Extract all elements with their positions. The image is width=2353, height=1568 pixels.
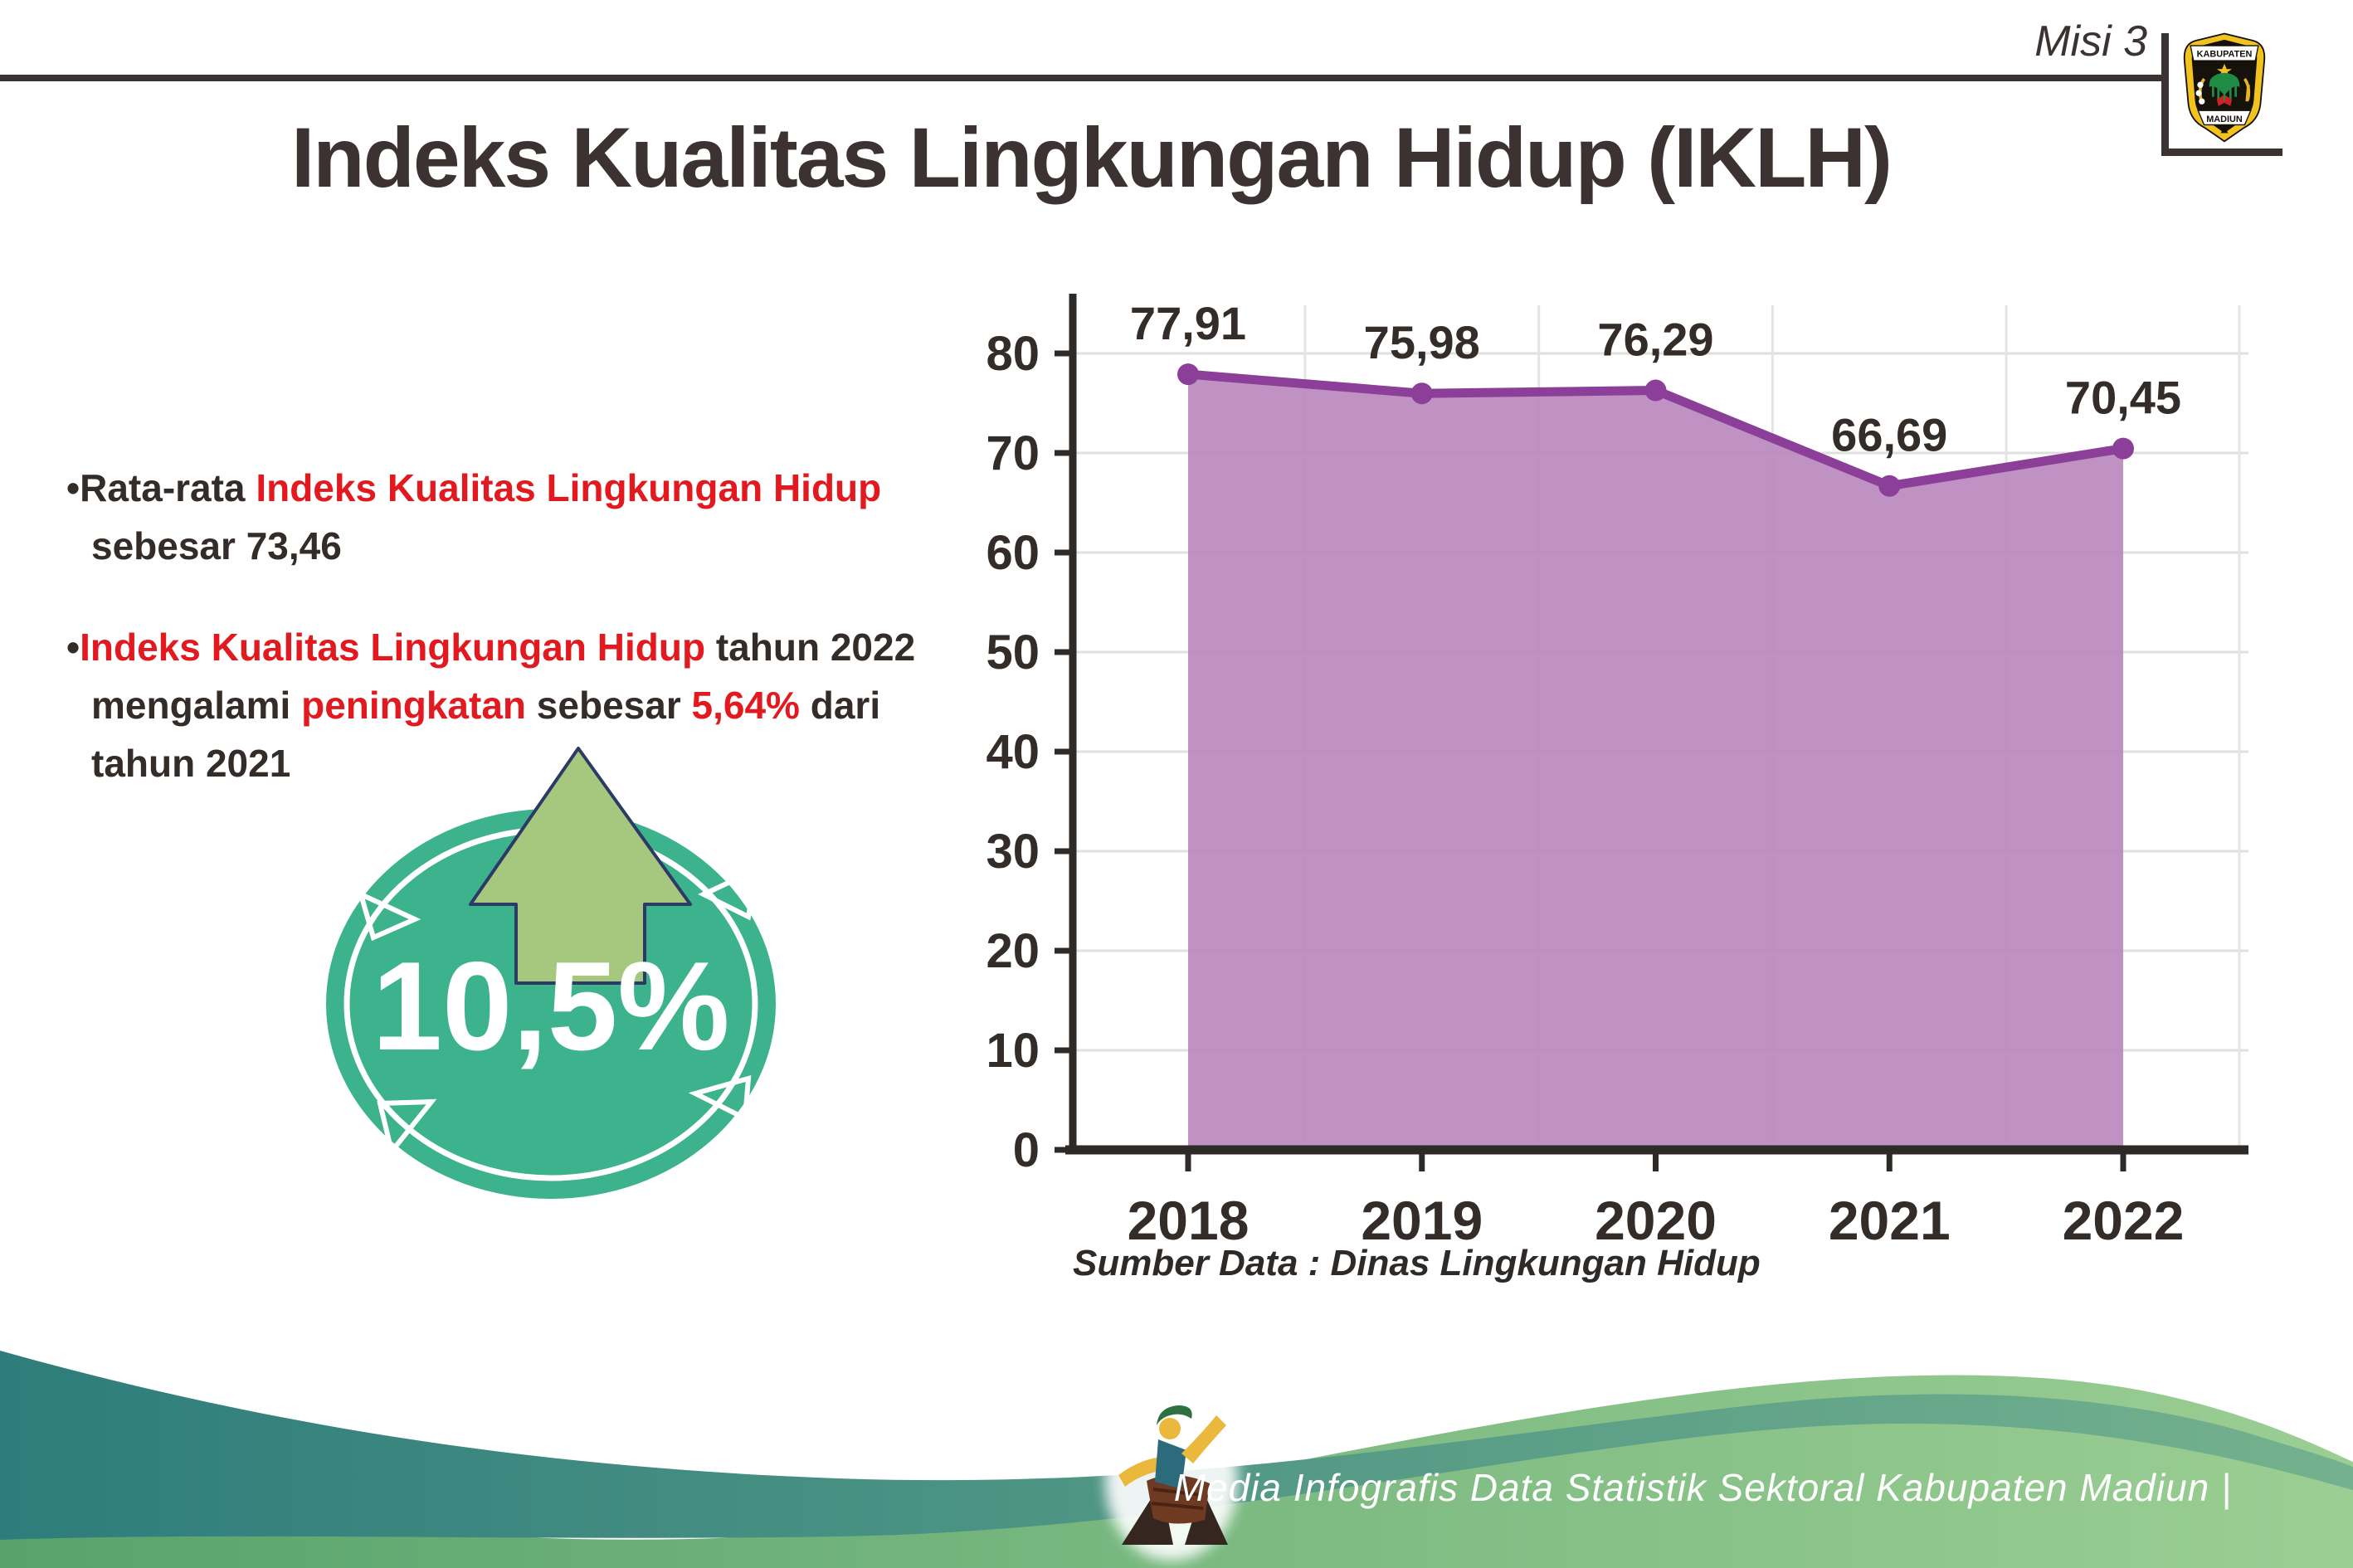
logo-trident-icon [2220, 127, 2229, 134]
mascot-arm-right [1181, 1415, 1226, 1463]
logo-frame-horizontal [2161, 149, 2282, 156]
iklh-area-chart: 77,91 75,98 76,29 66,69 70,45 0 10 20 30 40 50 60 70… [986, 294, 2248, 1251]
mascot-head [1159, 1418, 1181, 1439]
logo-frame-vertical [2161, 33, 2169, 156]
y-tick-label: 50 [986, 626, 1040, 679]
data-point [2112, 437, 2134, 460]
text-run: sebesar 73,46 [91, 524, 342, 567]
text-run: Indeks Kualitas Lingkungan Hidup [80, 626, 706, 669]
data-point [1644, 379, 1667, 402]
y-tick-label: 30 [986, 825, 1040, 879]
x-tick-label: 2019 [1361, 1190, 1483, 1251]
bullet-average-iklh: •Rata-rata Indeks Kualitas Lingkungan Hi… [66, 466, 882, 567]
x-tick-label: 2022 [2063, 1190, 2185, 1251]
data-point [1177, 363, 1199, 386]
logo-ribbon-right [2224, 95, 2233, 106]
logo-ribbon-left [2216, 95, 2224, 106]
logo-cotton-icon [2195, 90, 2202, 96]
text-run: peningkatan [301, 684, 527, 727]
mascot-hat [1157, 1405, 1192, 1425]
badge-sparkle-icon [698, 864, 760, 921]
area-fill [1188, 374, 2123, 1150]
logo-tree-roots [2212, 81, 2237, 104]
x-tick-label: 2018 [1128, 1190, 1250, 1251]
mascot-leg [1185, 1489, 1228, 1545]
mascot-figure [1105, 1401, 1238, 1561]
footer-credit: Media Infografis Data Statistik Sektoral… [1173, 1466, 2232, 1509]
logo-cotton-icon [2197, 81, 2204, 88]
mascot-skirt-pattern [1151, 1488, 1204, 1510]
data-label: 66,69 [1831, 409, 1947, 461]
teal-wave [0, 1351, 2353, 1540]
data-label: 70,45 [2065, 372, 2181, 424]
data-point [1410, 382, 1433, 405]
data-label: 75,98 [1364, 316, 1480, 368]
y-tick-label: 20 [986, 924, 1040, 978]
data-label: 76,29 [1597, 314, 1713, 366]
logo-rice-icon [2245, 85, 2250, 102]
badge-circle [326, 809, 776, 1199]
bullet-increase-2022: •Indeks Kualitas Lingkungan Hidup tahun … [66, 626, 916, 785]
text-run: sebesar [526, 684, 692, 727]
y-tick-label: 10 [986, 1024, 1040, 1078]
y-tick-label: 80 [986, 327, 1040, 381]
mascot-arm-left [1118, 1457, 1165, 1487]
up-arrow-icon [469, 747, 692, 985]
misi-label: Misi 3 [2034, 17, 2147, 66]
data-label: 77,91 [1130, 297, 1246, 349]
increase-badge: 10,5% [326, 747, 776, 1199]
page-title: Indeks Kualitas Lingkungan Hidup (IKLH) [290, 110, 1893, 205]
summary-bullets: •Rata-rata Indeks Kualitas Lingkungan Hi… [66, 459, 962, 835]
badge-sparkle-icon [377, 1098, 437, 1157]
badge-value: 10,5% [373, 936, 730, 1077]
text-run: tahun 2022 mengalami [91, 626, 916, 727]
x-tick-label: 2020 [1595, 1190, 1717, 1251]
logo-banner-bottom-text: MADIUN [2206, 114, 2243, 124]
text-run: Rata-rata [80, 466, 256, 509]
logo-cotton-icon [2199, 98, 2205, 105]
logo-banner-bottom [2197, 110, 2252, 126]
badge-sparkle-icon [357, 889, 421, 942]
kabupaten-madiun-logo: KABUPATEN MADIUN [2183, 32, 2266, 143]
text-run: 5,64% [691, 684, 800, 727]
badge-sparkle-icon [688, 1074, 752, 1122]
header-rule [0, 75, 2163, 81]
mascot-skirt [1147, 1475, 1210, 1524]
logo-banner-top [2190, 45, 2259, 61]
logo-banner-top-text: KABUPATEN [2197, 50, 2253, 60]
y-tick-label: 70 [986, 426, 1040, 480]
text-run: Indeks Kualitas Lingkungan Hidup [256, 466, 882, 509]
y-tick-label: 60 [986, 526, 1040, 580]
y-tick-label: 0 [1013, 1123, 1040, 1177]
y-tick-label: 40 [986, 725, 1040, 779]
data-point [1878, 475, 1901, 497]
x-tick-label: 2021 [1829, 1190, 1951, 1251]
footer-waves [0, 1351, 2353, 1568]
chart-source: Sumber Data : Dinas Lingkungan Hidup [1073, 1243, 1761, 1283]
text-run: dari tahun 2021 [91, 684, 881, 785]
mascot-sash [1155, 1439, 1186, 1489]
